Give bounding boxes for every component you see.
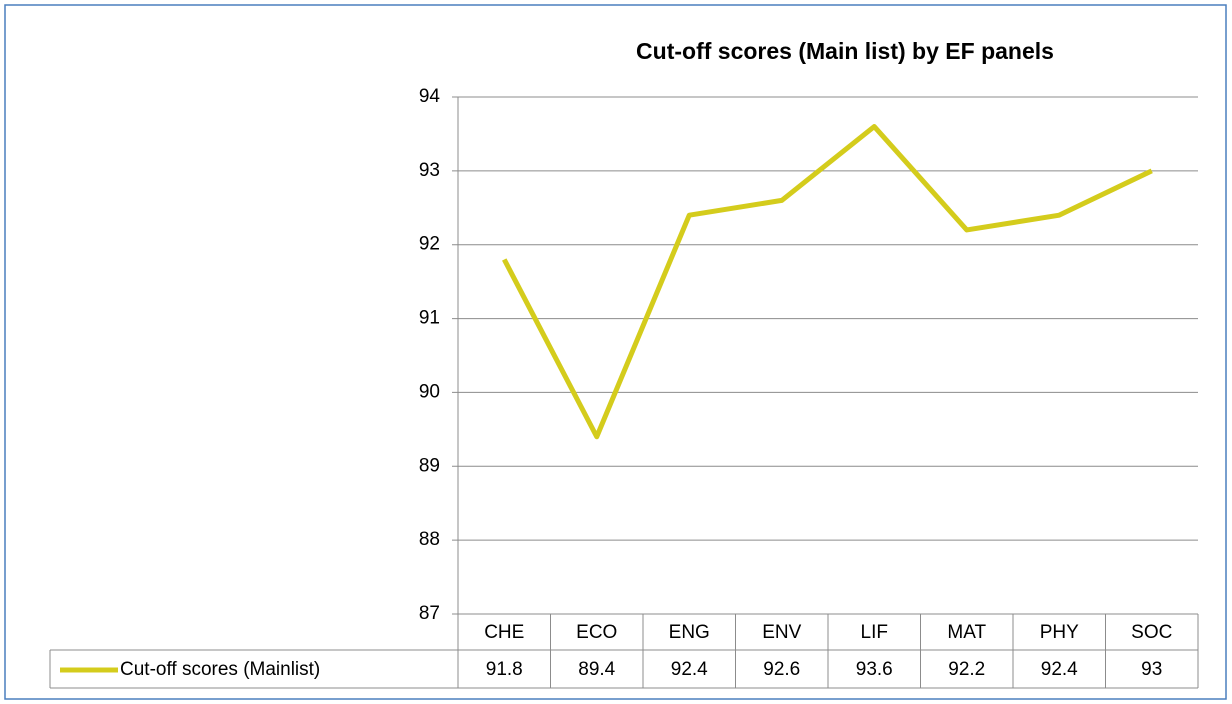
y-tick-label: 90 bbox=[419, 381, 440, 402]
y-tick-label: 92 bbox=[419, 234, 440, 255]
legend-label: Cut-off scores (Mainlist) bbox=[120, 659, 320, 680]
y-tick-label: 87 bbox=[419, 603, 440, 624]
y-tick-label: 88 bbox=[419, 529, 440, 550]
data-label: 92.4 bbox=[1041, 659, 1078, 680]
y-tick-label: 89 bbox=[419, 455, 440, 476]
x-tick-label: ENG bbox=[669, 622, 710, 643]
x-tick-label: ECO bbox=[576, 622, 617, 643]
data-label: 92.6 bbox=[763, 659, 800, 680]
data-line bbox=[502, 124, 1153, 440]
data-label: 92.4 bbox=[671, 659, 708, 680]
x-tick-label: LIF bbox=[861, 622, 888, 643]
data-label: 89.4 bbox=[578, 659, 615, 680]
data-label: 93.6 bbox=[856, 659, 893, 680]
data-label: 93 bbox=[1141, 659, 1162, 680]
chart-frame bbox=[4, 4, 1227, 700]
data-label: 91.8 bbox=[486, 659, 523, 680]
x-tick-label: CHE bbox=[484, 622, 524, 643]
x-tick-label: MAT bbox=[947, 622, 986, 643]
y-tick-label: 94 bbox=[419, 86, 441, 107]
data-label: 92.2 bbox=[948, 659, 985, 680]
x-tick-label: PHY bbox=[1040, 622, 1079, 643]
y-tick-label: 91 bbox=[419, 308, 440, 329]
x-tick-label: SOC bbox=[1131, 622, 1172, 643]
chart-title: Cut-off scores (Main list) by EF panels bbox=[636, 38, 1054, 64]
x-tick-label: ENV bbox=[762, 622, 801, 643]
y-tick-label: 93 bbox=[419, 160, 440, 181]
